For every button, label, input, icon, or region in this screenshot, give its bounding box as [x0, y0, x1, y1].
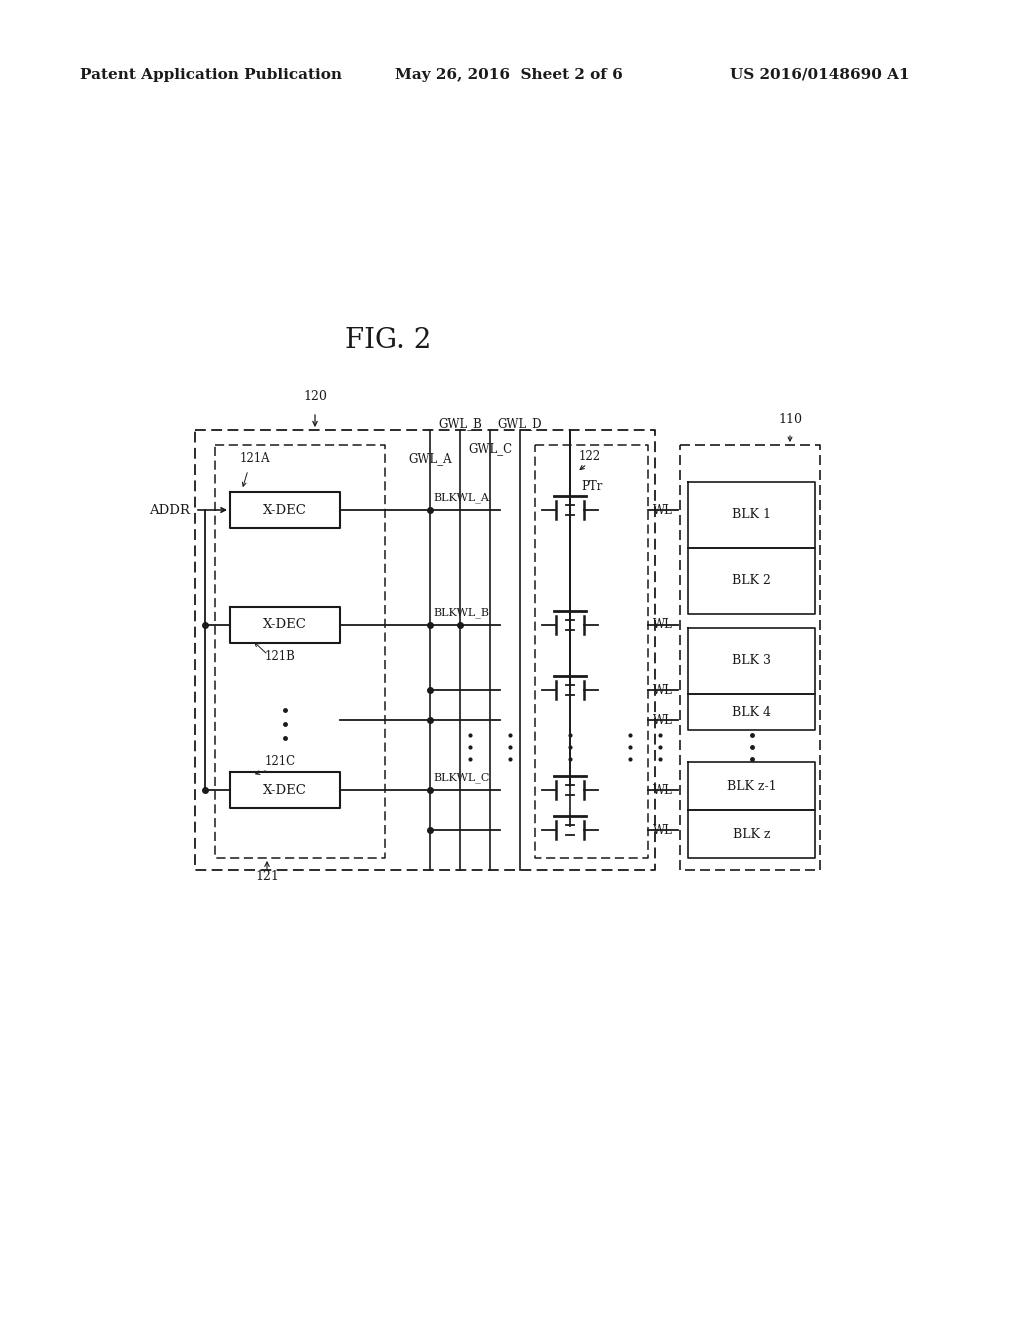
Text: GWL_C: GWL_C	[468, 442, 512, 455]
Text: 121: 121	[255, 870, 279, 883]
Text: BLK 2: BLK 2	[732, 574, 771, 587]
Text: WL: WL	[653, 784, 673, 796]
Text: BLK z: BLK z	[733, 828, 770, 841]
Text: BLK 3: BLK 3	[732, 655, 771, 668]
Text: BLK 4: BLK 4	[732, 705, 771, 718]
Text: BLK z-1: BLK z-1	[727, 780, 776, 792]
Text: GWL_A: GWL_A	[409, 451, 452, 465]
Text: X-DEC: X-DEC	[263, 503, 307, 516]
Text: US 2016/0148690 A1: US 2016/0148690 A1	[730, 69, 909, 82]
Text: WL: WL	[653, 619, 673, 631]
Text: 121A: 121A	[240, 451, 270, 465]
Text: Patent Application Publication: Patent Application Publication	[80, 69, 342, 82]
Text: 110: 110	[778, 413, 802, 426]
Text: May 26, 2016  Sheet 2 of 6: May 26, 2016 Sheet 2 of 6	[395, 69, 623, 82]
Text: BLKWL_C: BLKWL_C	[433, 772, 489, 783]
Text: PTr: PTr	[582, 480, 603, 492]
Text: WL: WL	[653, 684, 673, 697]
Text: GWL_D: GWL_D	[498, 417, 543, 430]
Text: WL: WL	[653, 503, 673, 516]
Text: BLKWL_A: BLKWL_A	[433, 492, 488, 503]
Text: BLKWL_B: BLKWL_B	[433, 607, 489, 618]
Text: 120: 120	[303, 389, 327, 403]
Text: X-DEC: X-DEC	[263, 619, 307, 631]
Text: 121B: 121B	[264, 649, 296, 663]
Text: FIG. 2: FIG. 2	[345, 326, 431, 354]
Text: WL: WL	[653, 824, 673, 837]
Text: X-DEC: X-DEC	[263, 784, 307, 796]
Text: 121C: 121C	[264, 755, 296, 768]
Text: 122: 122	[579, 450, 601, 463]
Text: ADDR: ADDR	[150, 503, 190, 516]
Text: WL: WL	[653, 714, 673, 726]
Text: BLK 1: BLK 1	[732, 508, 771, 521]
Text: GWL_B: GWL_B	[438, 417, 482, 430]
